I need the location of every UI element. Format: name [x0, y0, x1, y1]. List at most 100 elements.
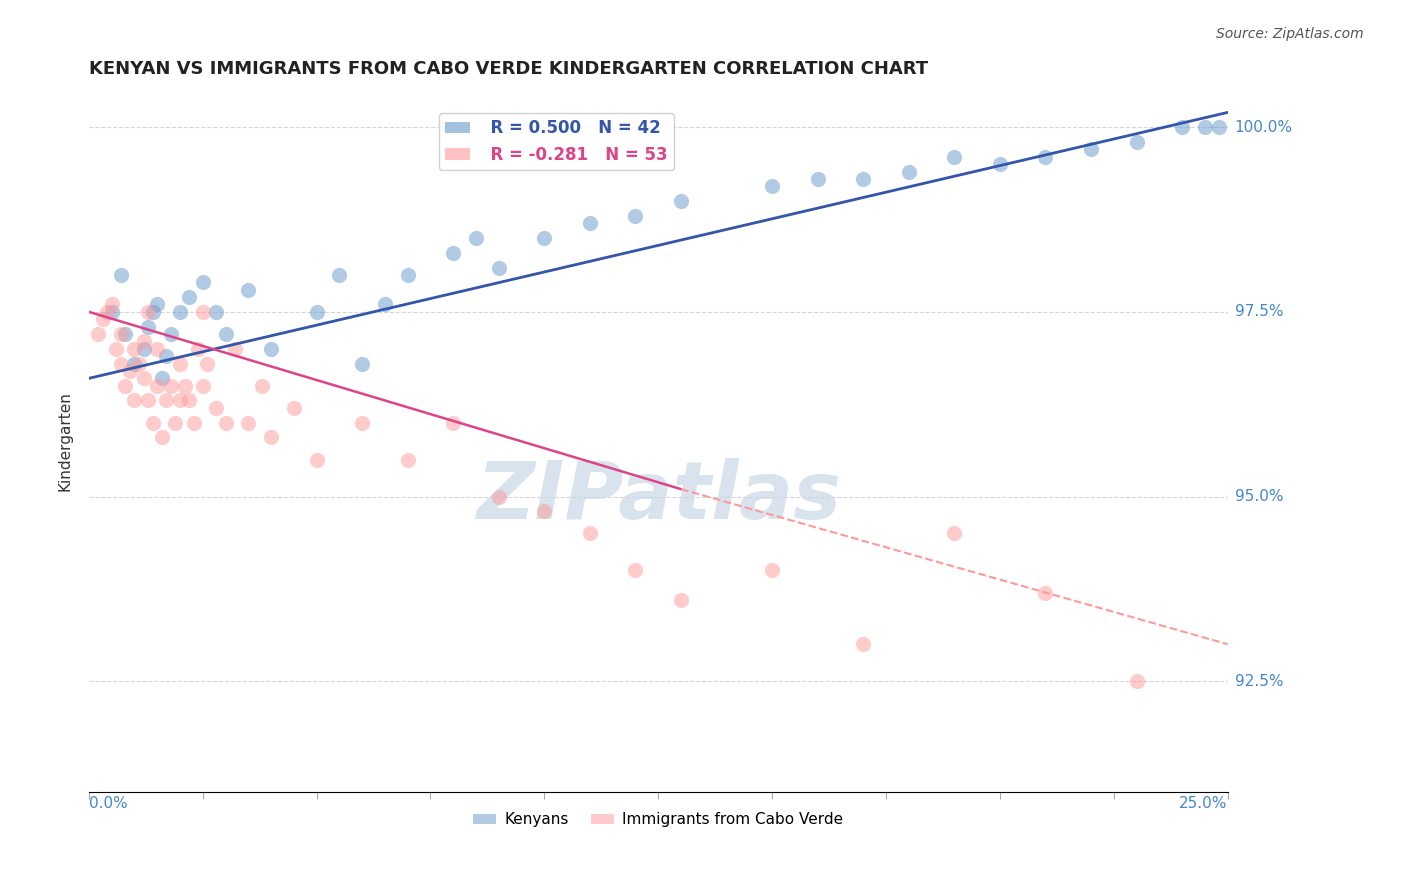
Point: [146, 342, 169, 356]
Point: [96, 305, 118, 319]
Point: [1035, 585, 1057, 599]
Point: [396, 452, 419, 467]
Point: [305, 305, 328, 319]
Point: [238, 283, 260, 297]
Point: [132, 342, 155, 356]
Point: [160, 378, 183, 392]
Point: [533, 231, 555, 245]
Point: [165, 416, 187, 430]
Point: [177, 290, 200, 304]
Point: [146, 378, 169, 392]
Point: [191, 275, 214, 289]
Point: [214, 326, 236, 341]
Point: [155, 349, 177, 363]
Point: [136, 319, 159, 334]
Point: [191, 305, 214, 319]
Point: [155, 393, 177, 408]
Point: [124, 342, 146, 356]
Point: [807, 172, 830, 186]
Point: [118, 364, 141, 378]
Text: 25.0%: 25.0%: [1180, 796, 1227, 811]
Point: [943, 150, 966, 164]
Y-axis label: Kindergarten: Kindergarten: [58, 392, 72, 491]
Point: [669, 593, 692, 607]
Point: [988, 157, 1011, 171]
Point: [238, 416, 260, 430]
Point: [250, 378, 273, 392]
Point: [465, 231, 488, 245]
Point: [260, 430, 283, 444]
Point: [142, 416, 165, 430]
Point: [146, 297, 169, 311]
Text: ZIPatlas: ZIPatlas: [475, 458, 841, 536]
Point: [396, 268, 419, 282]
Point: [761, 179, 783, 194]
Point: [87, 326, 110, 341]
Point: [305, 452, 328, 467]
Point: [260, 342, 283, 356]
Text: 0.0%: 0.0%: [89, 796, 128, 811]
Point: [142, 305, 165, 319]
Point: [205, 401, 228, 415]
Point: [669, 194, 692, 208]
Point: [205, 305, 228, 319]
Point: [943, 526, 966, 541]
Point: [124, 393, 146, 408]
Point: [183, 416, 205, 430]
Text: 92.5%: 92.5%: [1234, 673, 1284, 689]
Point: [110, 357, 132, 371]
Point: [124, 357, 146, 371]
Point: [897, 164, 920, 178]
Point: [110, 268, 132, 282]
Point: [1194, 120, 1216, 135]
Point: [105, 342, 128, 356]
Point: [169, 357, 191, 371]
Point: [579, 526, 602, 541]
Point: [128, 357, 150, 371]
Point: [1208, 120, 1230, 135]
Point: [132, 334, 155, 349]
Point: [624, 209, 647, 223]
Point: [488, 260, 510, 275]
Point: [441, 416, 464, 430]
Point: [169, 305, 191, 319]
Legend: Kenyans, Immigrants from Cabo Verde: Kenyans, Immigrants from Cabo Verde: [467, 806, 849, 833]
Point: [150, 430, 173, 444]
Point: [187, 342, 209, 356]
Point: [352, 357, 374, 371]
Point: [191, 378, 214, 392]
Point: [195, 357, 218, 371]
Point: [160, 326, 183, 341]
Point: [624, 563, 647, 577]
Point: [169, 393, 191, 408]
Point: [328, 268, 350, 282]
Point: [100, 305, 122, 319]
Point: [100, 297, 122, 311]
Point: [488, 490, 510, 504]
Point: [173, 378, 195, 392]
Point: [1125, 135, 1147, 149]
Point: [177, 393, 200, 408]
Point: [91, 312, 114, 326]
Point: [533, 504, 555, 518]
Point: [441, 245, 464, 260]
Point: [1080, 142, 1102, 156]
Point: [352, 416, 374, 430]
Point: [1125, 674, 1147, 689]
Text: KENYAN VS IMMIGRANTS FROM CABO VERDE KINDERGARTEN CORRELATION CHART: KENYAN VS IMMIGRANTS FROM CABO VERDE KIN…: [89, 60, 928, 78]
Point: [150, 371, 173, 385]
Point: [136, 393, 159, 408]
Text: 97.5%: 97.5%: [1234, 304, 1284, 319]
Point: [1171, 120, 1194, 135]
Point: [224, 342, 246, 356]
Point: [132, 371, 155, 385]
Point: [1035, 150, 1057, 164]
Point: [214, 416, 236, 430]
Point: [136, 305, 159, 319]
Point: [114, 326, 136, 341]
Point: [114, 378, 136, 392]
Point: [852, 637, 875, 651]
Point: [852, 172, 875, 186]
Point: [761, 563, 783, 577]
Text: 100.0%: 100.0%: [1234, 120, 1292, 135]
